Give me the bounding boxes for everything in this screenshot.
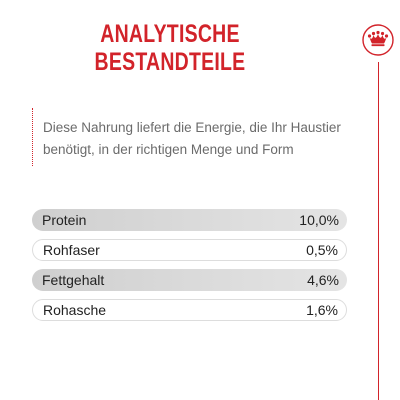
nutrient-value: 1,6% [306,302,338,318]
nutrient-value: 4,6% [307,272,339,288]
page-title: ANALYTISCHE BESTANDTEILE [37,20,302,76]
nutrient-table: Protein 10,0% Rohfaser 0,5% Fettgehalt 4… [32,209,347,329]
nutrient-label: Fettgehalt [42,272,105,288]
accent-dotted-line [32,108,33,166]
nutrient-row-protein: Protein 10,0% [32,209,347,231]
nutrient-label: Rohasche [43,302,107,318]
nutrient-row-rohasche: Rohasche 1,6% [32,299,347,321]
nutrient-label: Rohfaser [43,242,100,258]
brand-badge [349,20,400,76]
nutrient-row-fettgehalt: Fettgehalt 4,6% [32,269,347,291]
nutrient-value: 0,5% [306,242,338,258]
nutrient-label: Protein [42,212,87,228]
title-line-2: BESTANDTEILE [94,48,246,76]
nutrient-value: 10,0% [299,212,339,228]
vertical-divider [378,62,379,400]
description-text: Diese Nahrung liefert die Energie, die I… [43,120,341,157]
title-line-1: ANALYTISCHE [100,20,240,48]
crown-badge-icon [362,24,394,56]
nutrient-row-rohfaser: Rohfaser 0,5% [32,239,347,261]
